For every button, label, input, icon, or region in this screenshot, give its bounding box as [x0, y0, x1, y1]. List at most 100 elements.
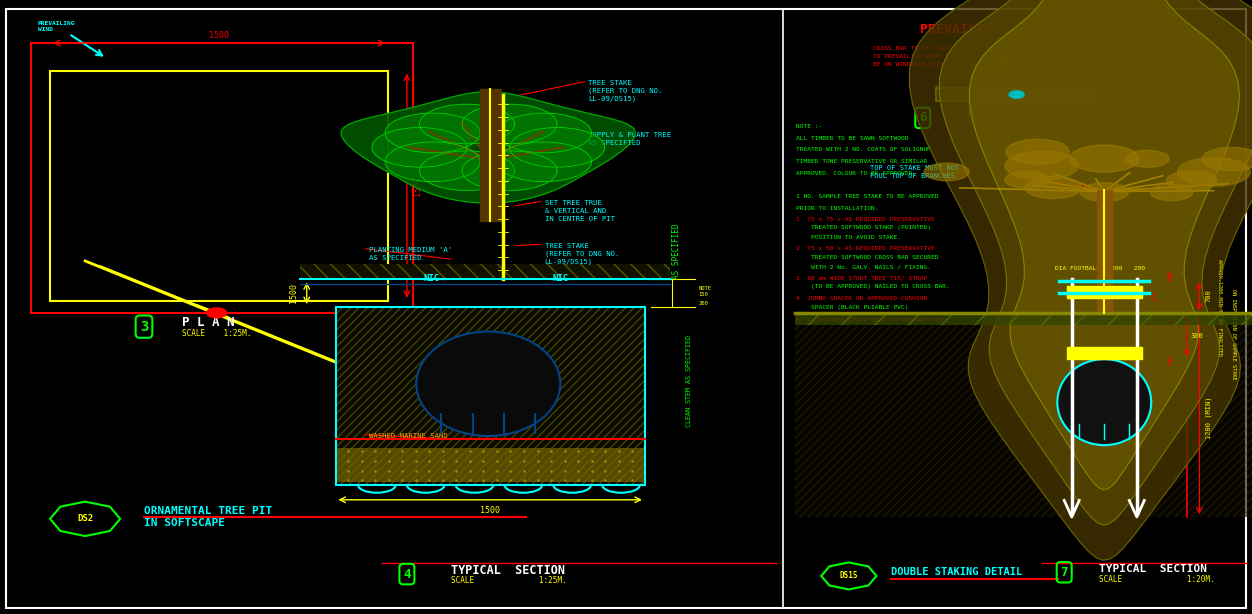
Text: AS SPECIFIED: AS SPECIFIED: [672, 224, 681, 279]
Polygon shape: [1178, 158, 1251, 186]
Polygon shape: [462, 151, 557, 190]
Text: 150: 150: [699, 292, 709, 297]
Circle shape: [207, 308, 227, 318]
Text: 5  ADJUSTABLE STRAP TIER TO SUPPORT STEM.: 5 ADJUSTABLE STRAP TIER TO SUPPORT STEM.: [796, 318, 950, 323]
Text: TOP OF STAKE MUST NOT: TOP OF STAKE MUST NOT: [870, 165, 959, 171]
Text: TREATED SOFTWOOD STAKE (POINTED): TREATED SOFTWOOD STAKE (POINTED): [811, 225, 931, 230]
Polygon shape: [1167, 171, 1217, 191]
Text: 200: 200: [699, 301, 709, 306]
Text: 1500: 1500: [481, 506, 500, 515]
Text: TREE STAKE: TREE STAKE: [588, 80, 632, 86]
Text: (TO BE APPROVED) NAILED TO CROSS BAR.: (TO BE APPROVED) NAILED TO CROSS BAR.: [811, 284, 950, 289]
Bar: [940, 90, 1093, 99]
Text: SCALE     1:20M.: SCALE 1:20M.: [967, 120, 1040, 129]
Bar: [795, 313, 1252, 325]
Text: DIA FOOTBALL + 200   200: DIA FOOTBALL + 200 200: [1055, 266, 1146, 271]
Text: PLANTING MEDIUM 'A': PLANTING MEDIUM 'A': [369, 247, 452, 253]
Text: SCALE              1:25M.: SCALE 1:25M.: [451, 577, 566, 585]
Text: 1500: 1500: [209, 31, 229, 40]
Polygon shape: [1080, 183, 1128, 201]
Text: CROSS BAR TO BE PARALLEL: CROSS BAR TO BE PARALLEL: [873, 46, 963, 51]
Text: 3: 3: [140, 320, 148, 333]
Text: IN CENTRE OF PIT: IN CENTRE OF PIT: [545, 216, 615, 222]
Text: NOTE: NOTE: [699, 286, 711, 291]
Polygon shape: [419, 104, 515, 144]
Text: AS SPECIFIED: AS SPECIFIED: [588, 140, 641, 146]
Bar: [1067, 286, 1142, 298]
Text: P L A N: P L A N: [967, 107, 1019, 121]
Text: 1200 (MIN): 1200 (MIN): [1206, 396, 1212, 439]
Polygon shape: [1069, 145, 1139, 173]
Text: 700: 700: [1206, 290, 1212, 302]
Text: FOUL TOP OF BRANCHES: FOUL TOP OF BRANCHES: [870, 173, 955, 179]
Text: PREVAILING
WIND: PREVAILING WIND: [38, 21, 75, 33]
Text: NIC: NIC: [424, 274, 439, 283]
Text: C: C: [1151, 293, 1156, 303]
Bar: [795, 325, 1252, 517]
Bar: [50, 71, 388, 301]
Text: DS2: DS2: [78, 515, 93, 523]
Text: ON INSPECTION OF SAMPLE STAKE: ON INSPECTION OF SAMPLE STAKE: [1231, 289, 1236, 380]
Polygon shape: [386, 142, 481, 182]
Polygon shape: [1202, 147, 1252, 171]
Bar: [336, 448, 645, 482]
Text: A: A: [1167, 317, 1172, 327]
Text: PREVAILING  WIND: PREVAILING WIND: [920, 23, 1048, 36]
Polygon shape: [341, 91, 635, 203]
Text: 3  60 mm WIDE STOUT TREE TIE/ STRAP: 3 60 mm WIDE STOUT TREE TIE/ STRAP: [796, 275, 928, 280]
Text: TO PREVAILING WIND TREE TO: TO PREVAILING WIND TREE TO: [873, 54, 970, 59]
Text: 7: 7: [1060, 565, 1068, 579]
Text: AS SPECIFIED: AS SPECIFIED: [369, 255, 422, 261]
Text: 4: 4: [403, 567, 411, 581]
Text: CLEAN STEM AS SPECIFIED: CLEAN STEM AS SPECIFIED: [686, 335, 692, 427]
Ellipse shape: [1057, 359, 1151, 445]
Text: 1500: 1500: [289, 283, 298, 303]
Polygon shape: [510, 128, 605, 167]
Text: IN SOFTSCAPE: IN SOFTSCAPE: [144, 518, 225, 528]
Text: P L A N: P L A N: [182, 316, 234, 330]
Text: TREATED WITH 2 NO. COATS OF SOLIGNUM: TREATED WITH 2 NO. COATS OF SOLIGNUM: [796, 147, 931, 152]
Polygon shape: [497, 142, 591, 182]
Polygon shape: [924, 163, 969, 181]
Text: 1500: 1500: [413, 176, 422, 196]
Bar: [795, 325, 1252, 517]
Text: 6: 6: [919, 111, 926, 125]
Text: TYPICAL  SECTION: TYPICAL SECTION: [1099, 564, 1207, 573]
Bar: [936, 88, 1097, 101]
Polygon shape: [909, 0, 1252, 560]
Text: DOUBLE STAKING DETAIL: DOUBLE STAKING DETAIL: [891, 567, 1023, 577]
Text: 1 NO. SAMPLE TREE STAKE TO BE APPROVED: 1 NO. SAMPLE TREE STAKE TO BE APPROVED: [796, 194, 939, 199]
Circle shape: [1009, 91, 1024, 98]
Text: NIC: NIC: [553, 274, 568, 283]
Polygon shape: [939, 0, 1252, 525]
Polygon shape: [386, 113, 481, 153]
Text: SCALE    1:25M.: SCALE 1:25M.: [182, 329, 250, 338]
Text: (REFER TO DNG NO.: (REFER TO DNG NO.: [588, 88, 662, 95]
Text: B: B: [1167, 273, 1172, 282]
Polygon shape: [1005, 171, 1049, 188]
Text: E: E: [1167, 357, 1172, 367]
Text: & VERTICAL AND: & VERTICAL AND: [545, 208, 606, 214]
Bar: [1067, 347, 1142, 359]
Text: SET TREE TRUE: SET TREE TRUE: [545, 200, 601, 206]
Text: TIMBER TONE PRESERVATIVE OR SIMILAR: TIMBER TONE PRESERVATIVE OR SIMILAR: [796, 159, 928, 164]
Text: 4  JUMBO SPACER OR APPROVED CUSHION: 4 JUMBO SPACER OR APPROVED CUSHION: [796, 296, 928, 301]
Polygon shape: [1126, 150, 1169, 167]
Text: SCALE              1:20M.: SCALE 1:20M.: [1099, 575, 1214, 583]
Text: ORNAMENTAL TREE PIT: ORNAMENTAL TREE PIT: [144, 506, 272, 516]
Bar: [795, 313, 1252, 325]
Text: SPACER (BLACK PLIABLE PVC): SPACER (BLACK PLIABLE PVC): [811, 305, 909, 310]
Polygon shape: [372, 128, 467, 167]
Text: TYPICAL  SECTION: TYPICAL SECTION: [451, 564, 565, 577]
Bar: [300, 264, 670, 279]
Polygon shape: [1005, 139, 1069, 164]
Text: NOTE :-: NOTE :-: [796, 124, 823, 129]
Text: PRIOR TO INSTALLATION.: PRIOR TO INSTALLATION.: [796, 206, 879, 211]
Text: DS15: DS15: [840, 572, 858, 580]
Text: APPROVED. COLOUR TO BE APPROVED.: APPROVED. COLOUR TO BE APPROVED.: [796, 171, 916, 176]
Bar: [336, 307, 645, 485]
Polygon shape: [1151, 184, 1193, 201]
Text: (REFER TO DNG NO.: (REFER TO DNG NO.: [545, 251, 618, 257]
Text: TREATED SOFTWOOD CROSS BAR SECURED: TREATED SOFTWOOD CROSS BAR SECURED: [811, 255, 939, 260]
Polygon shape: [969, 0, 1239, 489]
